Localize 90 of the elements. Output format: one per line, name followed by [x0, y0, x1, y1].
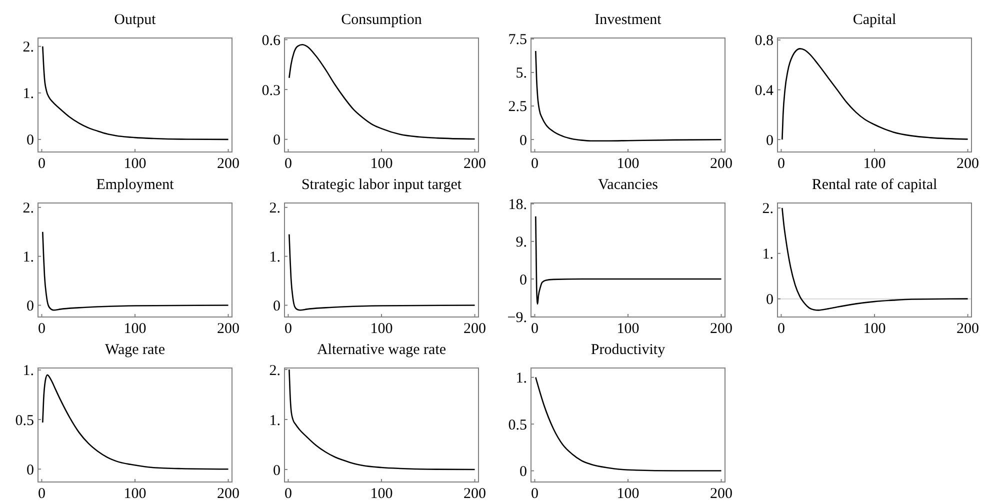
x-tick-label: 100	[616, 321, 640, 337]
x-tick-label: 100	[863, 156, 886, 172]
x-tick-label: 200	[464, 321, 486, 337]
y-tick-label: 0.5	[15, 412, 34, 429]
x-tick-label: 100	[616, 156, 640, 172]
y-tick-label: 2.	[22, 40, 34, 56]
chart-title: Employment	[96, 177, 175, 193]
x-tick-label: 100	[124, 486, 146, 502]
chart-title: Strategic labor input target	[301, 177, 462, 193]
y-tick-label: 0	[520, 464, 527, 480]
y-tick-label: 0	[520, 272, 527, 288]
y-tick-label: 2.	[269, 362, 280, 379]
chart-title: Consumption	[341, 12, 422, 28]
y-tick-label: 0.4	[754, 83, 774, 100]
y-tick-label: 0	[26, 298, 34, 315]
y-tick-label: 1.	[269, 250, 280, 266]
y-tick-label: 5.	[516, 66, 527, 82]
x-tick-label: 100	[616, 486, 640, 502]
x-tick-label: 200	[217, 156, 240, 172]
x-tick-label: 100	[124, 321, 146, 337]
x-tick-label: 200	[464, 486, 486, 502]
chart-title: Wage rate	[105, 342, 166, 358]
y-tick-label: 0	[766, 132, 774, 149]
chart-title: Vacancies	[598, 177, 658, 193]
x-tick-label: 100	[124, 156, 146, 172]
x-tick-label: 0	[38, 156, 46, 172]
x-tick-label: 200	[710, 486, 733, 502]
x-tick-label: 200	[217, 321, 240, 337]
y-tick-label: 1.	[22, 363, 34, 380]
line-series	[535, 376, 722, 472]
x-tick-label: 200	[217, 486, 240, 502]
chart-title: Output	[114, 12, 157, 28]
x-tick-label: 200	[710, 321, 733, 337]
y-tick-label: 0	[273, 298, 280, 315]
y-tick-label: 2.	[762, 201, 774, 218]
x-tick-label: 200	[956, 321, 980, 337]
line-series	[535, 216, 722, 305]
x-tick-label: 200	[956, 156, 980, 172]
x-tick-label: 200	[464, 156, 486, 172]
y-tick-label: 0.6	[262, 32, 281, 49]
x-tick-label: 0	[38, 486, 46, 502]
y-tick-label: 2.5	[508, 99, 527, 116]
y-tick-label: 2.	[22, 200, 34, 217]
line-series	[288, 368, 476, 470]
x-tick-label: 100	[370, 321, 393, 337]
x-tick-label: 0	[284, 321, 292, 337]
y-tick-label: 1.	[269, 412, 280, 429]
chart-title: Productivity	[590, 342, 666, 358]
x-tick-label: 0	[530, 486, 538, 502]
x-tick-label: 0	[777, 156, 785, 172]
x-tick-label: 100	[863, 321, 886, 337]
line-series	[288, 234, 476, 311]
chart-title: Capital	[852, 12, 896, 28]
line-series	[42, 374, 229, 470]
line-series	[42, 46, 229, 140]
y-tick-label: 0	[273, 462, 280, 479]
x-tick-label: 0	[38, 321, 46, 337]
y-tick-label: −9.	[507, 310, 527, 326]
y-tick-label: 0	[26, 132, 34, 149]
x-tick-label: 0	[530, 156, 538, 172]
x-tick-label: 0	[777, 321, 785, 337]
y-tick-label: 0	[520, 132, 527, 149]
y-tick-label: 18.	[508, 197, 527, 214]
y-tick-label: 0.5	[508, 417, 527, 434]
y-tick-label: 2.	[269, 200, 280, 217]
x-tick-label: 0	[284, 156, 292, 172]
x-tick-label: 100	[370, 486, 393, 502]
chart-title: Alternative wage rate	[316, 342, 446, 358]
x-tick-label: 200	[710, 156, 733, 172]
y-tick-label: 1.	[762, 246, 774, 263]
y-tick-label: 0.3	[262, 82, 280, 99]
line-series	[535, 50, 722, 142]
x-tick-label: 0	[530, 321, 538, 337]
chart-title: Investment	[594, 12, 662, 28]
y-tick-label: 0.8	[754, 33, 774, 50]
y-tick-label: 0	[26, 462, 34, 478]
line-series	[288, 44, 476, 140]
line-series	[782, 207, 968, 311]
y-tick-label: 1.	[516, 370, 527, 387]
line-series	[42, 231, 229, 311]
line-series	[782, 48, 968, 140]
y-tick-label: 7.5	[508, 32, 527, 48]
y-tick-label: 1.	[22, 86, 34, 102]
chart-title: Rental rate of capital	[812, 177, 938, 193]
y-tick-label: 0	[766, 292, 774, 308]
y-tick-label: 9.	[516, 234, 527, 251]
x-tick-label: 0	[284, 486, 292, 502]
x-tick-label: 100	[370, 156, 393, 172]
y-tick-label: 1.	[22, 250, 34, 266]
y-tick-label: 0	[273, 132, 280, 149]
